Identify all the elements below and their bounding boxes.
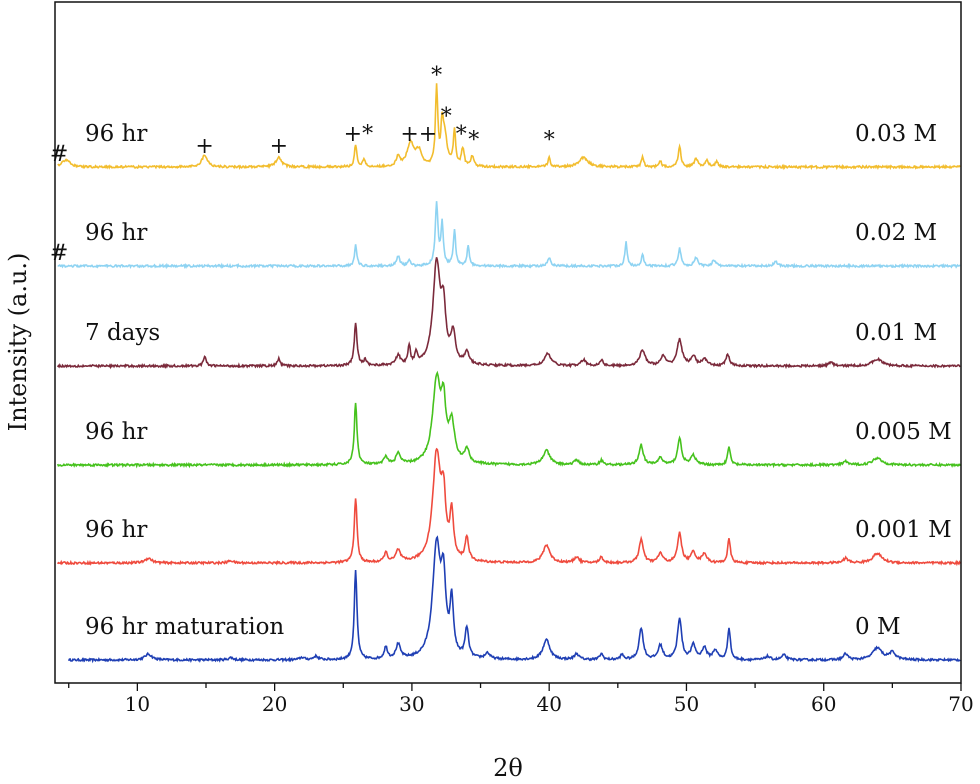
series-line-0.02-m xyxy=(57,201,961,270)
concentration-label: 0.02 M xyxy=(855,220,937,246)
peak-marker: # xyxy=(50,241,68,266)
series-label: 7 days xyxy=(85,320,160,346)
series-label: 96 hr xyxy=(85,419,147,445)
x-tick-label: 50 xyxy=(674,692,699,716)
x-tick-label: 10 xyxy=(125,692,150,716)
peak-marker: * xyxy=(544,128,555,153)
curves-layer xyxy=(56,83,962,664)
concentration-label: 0 M xyxy=(855,614,901,640)
series-line-0.005-m xyxy=(56,370,962,469)
concentration-label: 0.01 M xyxy=(855,320,937,346)
series-line-0-m xyxy=(67,535,961,664)
series-line-0.03-m xyxy=(57,83,961,171)
series-label: 96 hr maturation xyxy=(85,614,284,640)
x-tick-label: 30 xyxy=(399,692,424,716)
peak-marker: + xyxy=(270,134,288,159)
concentration-label: 0.005 M xyxy=(855,419,952,445)
series-label: 96 hr xyxy=(85,517,147,543)
peak-marker: * xyxy=(441,105,452,130)
peak-marker: +* xyxy=(344,122,373,147)
peak-marker: * xyxy=(431,63,442,88)
x-tick-label: 40 xyxy=(536,692,561,716)
series-label: 96 hr xyxy=(85,121,147,147)
series-label: 96 hr xyxy=(85,220,147,246)
peak-marker: ++ xyxy=(400,122,437,147)
ticks-layer: 10 20 30 40 50 60 70 xyxy=(68,683,974,716)
plot-frame xyxy=(54,1,962,684)
x-tick-label: 60 xyxy=(811,692,836,716)
axes-layer xyxy=(54,1,962,684)
y-axis-title: Intensity (a.u.) xyxy=(4,253,32,432)
x-tick-label: 70 xyxy=(948,692,973,716)
peak-marker: + xyxy=(195,134,213,159)
labels-layer: 96 hr maturation 0 M 96 hr 0.001 M 96 hr 0.00… xyxy=(85,121,952,640)
x-axis-title: 2θ xyxy=(493,754,523,782)
peak-marker: # xyxy=(50,142,68,167)
x-tick-label: 20 xyxy=(262,692,287,716)
series-line-0.01-m xyxy=(56,257,961,370)
markers-layer: ##+ + +* ++*** * * xyxy=(50,63,555,266)
peak-marker: * xyxy=(456,122,467,147)
peak-marker: * xyxy=(468,128,479,153)
series-line-0.001-m xyxy=(57,447,962,567)
concentration-label: 0.03 M xyxy=(855,121,937,147)
concentration-label: 0.001 M xyxy=(855,517,952,543)
